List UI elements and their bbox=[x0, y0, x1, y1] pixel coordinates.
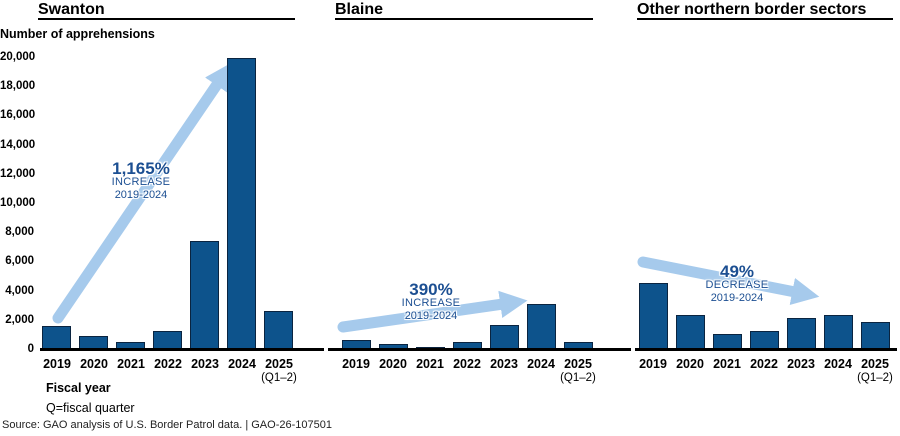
x-tick-label-blaine-2019: 2019 bbox=[342, 357, 370, 371]
bar-swanton-2023 bbox=[190, 241, 219, 349]
bar-other-northern-border-sectors-2019 bbox=[639, 283, 668, 349]
x-axis-line-other-northern-border-sectors bbox=[635, 348, 897, 351]
annotation-percent: 390% bbox=[409, 280, 453, 299]
x-tick-label-swanton-2021: 2021 bbox=[117, 357, 145, 371]
annotation-percent: 49% bbox=[719, 262, 755, 281]
annotation-other: 49% DECREASE 2019-2024 bbox=[682, 262, 792, 305]
x-tick-label-swanton-2020: 2020 bbox=[80, 357, 108, 371]
bar-blaine-2023 bbox=[490, 325, 519, 349]
panel-title-other-northern-border-sectors: Other northern border sectors bbox=[637, 1, 867, 18]
bar-blaine-2024 bbox=[527, 304, 556, 349]
annotation-swanton: 1,165% INCREASE 2019-2024 bbox=[86, 159, 196, 202]
bar-blaine-2019 bbox=[342, 340, 371, 349]
y-axis-tick-label: 12,000 bbox=[0, 168, 36, 180]
annotation-years: 2019-2024 bbox=[710, 292, 764, 304]
annotation-direction: INCREASE bbox=[401, 297, 461, 309]
x-tick-label-blaine-2023: 2023 bbox=[490, 357, 518, 371]
x-tick-label-other-northern-border-sectors-2020: 2020 bbox=[676, 357, 704, 371]
annotation-years: 2019-2024 bbox=[114, 189, 168, 201]
y-axis-tick-label: 0 bbox=[27, 343, 34, 355]
x-tick-label-swanton-2019: 2019 bbox=[43, 357, 71, 371]
x-tick-label-blaine-2024: 2024 bbox=[527, 357, 555, 371]
bar-swanton-2019 bbox=[42, 326, 71, 349]
x-tick-label-other-northern-border-sectors-2022: 2022 bbox=[750, 357, 778, 371]
bar-blaine-2025 bbox=[564, 342, 593, 349]
panel-title-rule-blaine bbox=[335, 18, 593, 20]
x-tick-note-swanton: (Q1–2) bbox=[261, 372, 297, 384]
y-axis-tick-label: 16,000 bbox=[0, 109, 36, 121]
footnote-q-definition: Q=fiscal quarter bbox=[46, 401, 135, 415]
annotation-years: 2019-2024 bbox=[404, 310, 458, 322]
x-tick-label-other-northern-border-sectors-2019: 2019 bbox=[639, 357, 667, 371]
bar-swanton-2025 bbox=[264, 311, 293, 349]
annotation-percent: 1,165% bbox=[112, 159, 170, 178]
x-tick-label-swanton-2022: 2022 bbox=[154, 357, 182, 371]
annotation-direction: INCREASE bbox=[111, 176, 171, 188]
bar-other-northern-border-sectors-2022 bbox=[750, 331, 779, 349]
x-tick-note-blaine: (Q1–2) bbox=[560, 372, 596, 384]
x-tick-label-other-northern-border-sectors-2021: 2021 bbox=[713, 357, 741, 371]
bar-other-northern-border-sectors-2024 bbox=[824, 315, 853, 349]
bar-other-northern-border-sectors-2021 bbox=[713, 334, 742, 349]
x-axis-line-blaine bbox=[328, 348, 631, 351]
x-axis-title: Fiscal year bbox=[46, 381, 111, 395]
bar-swanton-2020 bbox=[79, 336, 108, 349]
bar-swanton-2021 bbox=[116, 342, 145, 349]
y-axis-title: Number of apprehensions bbox=[0, 27, 155, 41]
bar-other-northern-border-sectors-2023 bbox=[787, 318, 816, 349]
panel-title-swanton: Swanton bbox=[38, 1, 105, 18]
bar-swanton-2024 bbox=[227, 58, 256, 349]
x-axis-line-swanton bbox=[40, 348, 324, 351]
x-tick-label-other-northern-border-sectors-2025: 2025 bbox=[861, 357, 889, 371]
panel-title-blaine: Blaine bbox=[335, 1, 384, 18]
bar-blaine-2020 bbox=[379, 344, 408, 349]
x-tick-label-swanton-2025: 2025 bbox=[265, 357, 293, 371]
bar-blaine-2022 bbox=[453, 342, 482, 349]
x-tick-label-blaine-2022: 2022 bbox=[453, 357, 481, 371]
bar-other-northern-border-sectors-2025 bbox=[861, 322, 890, 349]
panel-title-rule-swanton bbox=[38, 18, 295, 20]
x-tick-label-blaine-2025: 2025 bbox=[564, 357, 592, 371]
y-axis-tick-label: 14,000 bbox=[0, 139, 36, 151]
y-axis-tick-label: 8,000 bbox=[5, 226, 34, 238]
y-axis-tick-label: 20,000 bbox=[0, 51, 36, 63]
y-axis-tick-label: 18,000 bbox=[0, 80, 36, 92]
x-tick-label-swanton-2023: 2023 bbox=[191, 357, 219, 371]
annotation-direction: DECREASE bbox=[705, 279, 769, 291]
y-axis-tick-label: 4,000 bbox=[5, 285, 34, 297]
x-tick-label-blaine-2021: 2021 bbox=[416, 357, 444, 371]
panel-title-rule-other bbox=[637, 18, 893, 20]
increase-arrow-icon-blaine bbox=[337, 290, 528, 333]
x-tick-label-other-northern-border-sectors-2024: 2024 bbox=[824, 357, 852, 371]
x-tick-label-swanton-2024: 2024 bbox=[228, 357, 256, 371]
decrease-arrow-icon-other bbox=[637, 256, 820, 305]
x-tick-label-blaine-2020: 2020 bbox=[379, 357, 407, 371]
bar-other-northern-border-sectors-2020 bbox=[676, 315, 705, 349]
annotation-blaine: 390% INCREASE 2019-2024 bbox=[376, 280, 486, 323]
increase-arrow-icon-swanton bbox=[52, 62, 232, 324]
bar-swanton-2022 bbox=[153, 331, 182, 349]
y-axis-tick-label: 10,000 bbox=[0, 197, 36, 209]
x-tick-note-other-northern-border-sectors: (Q1–2) bbox=[857, 372, 893, 384]
x-tick-label-other-northern-border-sectors-2023: 2023 bbox=[787, 357, 815, 371]
y-axis-tick-label: 2,000 bbox=[5, 314, 34, 326]
y-axis-tick-label: 6,000 bbox=[5, 255, 34, 267]
source-line: Source: GAO analysis of U.S. Border Patr… bbox=[2, 419, 332, 431]
